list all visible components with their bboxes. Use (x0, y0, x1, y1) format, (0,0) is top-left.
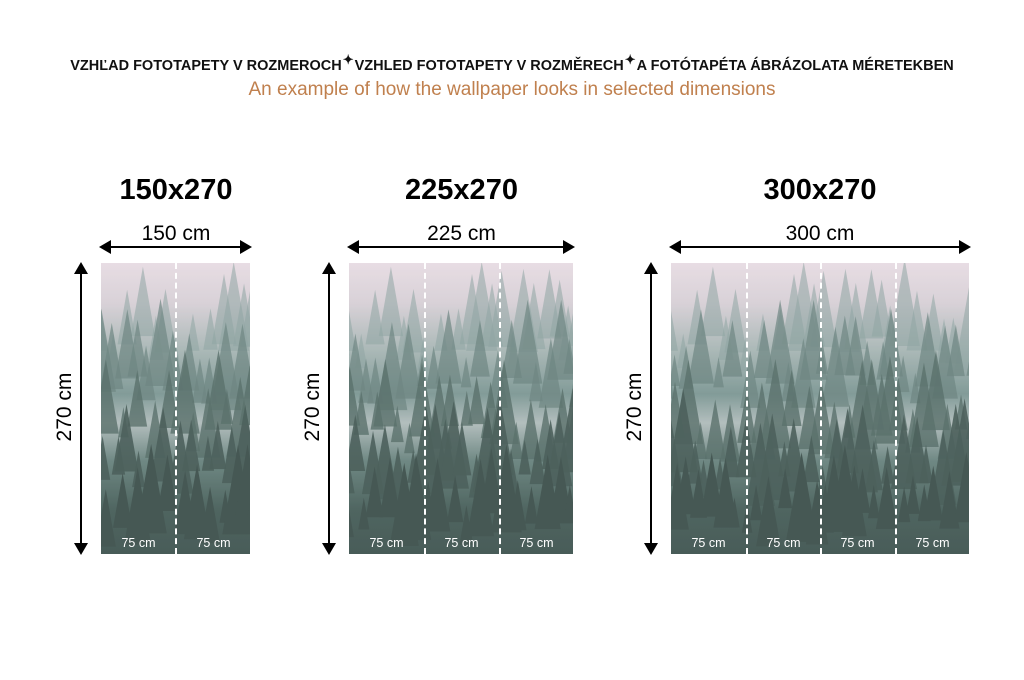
title-hu: A FOTÓTAPÉTA ÁBRÁZOLATA MÉRETEKBEN (636, 58, 954, 74)
variant-title: 225x270 (405, 174, 518, 206)
height-arrow (322, 262, 336, 555)
panel-width-label: 75 cm (519, 536, 554, 550)
width-label: 225 cm (427, 222, 496, 245)
panel-width-label: 75 cm (766, 536, 801, 550)
wallpaper-preview: 75 cm 75 cm (101, 263, 250, 554)
panel-width-label: 75 cm (121, 536, 156, 550)
panel-width-label: 75 cm (840, 536, 875, 550)
title-sk: VZHĽAD FOTOTAPETY V ROZMEROCH (70, 58, 342, 74)
wallpaper-preview: 75 cm 75 cm 75 cm (349, 263, 573, 554)
height-arrow (74, 262, 88, 555)
sparkle-icon: ✦ (342, 52, 354, 67)
panel-seam (820, 263, 822, 554)
width-arrow (99, 240, 252, 254)
forest-image (349, 263, 573, 554)
wallpaper-preview: 75 cm 75 cm 75 cm 75 cm (671, 263, 969, 554)
sparkle-icon: ✦ (624, 52, 636, 67)
panel-seam (746, 263, 748, 554)
panel-width-label: 75 cm (915, 536, 950, 550)
panel-width-label: 75 cm (196, 536, 231, 550)
height-label: 270 cm (301, 372, 324, 442)
height-label: 270 cm (53, 372, 76, 442)
variant-title: 150x270 (119, 174, 233, 206)
width-arrow (347, 240, 575, 254)
width-arrow (669, 240, 971, 254)
forest-image (101, 263, 250, 554)
panel-width-label: 75 cm (444, 536, 479, 550)
variant-title: 300x270 (763, 174, 877, 206)
panel-seam (499, 263, 501, 554)
panel-width-label: 75 cm (691, 536, 726, 550)
width-label: 150 cm (141, 222, 211, 245)
header-title: VZHĽAD FOTOTAPETY V ROZMEROCH✦VZHLED FOT… (0, 52, 1024, 74)
panel-seam (895, 263, 897, 554)
width-label: 300 cm (785, 222, 855, 245)
height-label: 270 cm (623, 372, 646, 442)
height-arrow (644, 262, 658, 555)
panel-width-label: 75 cm (369, 536, 404, 550)
title-cz: VZHLED FOTOTAPETY V ROZMĚRECH (354, 58, 624, 74)
subtitle: An example of how the wallpaper looks in… (248, 79, 776, 100)
panel-seam (424, 263, 426, 554)
panel-seam (175, 263, 177, 554)
